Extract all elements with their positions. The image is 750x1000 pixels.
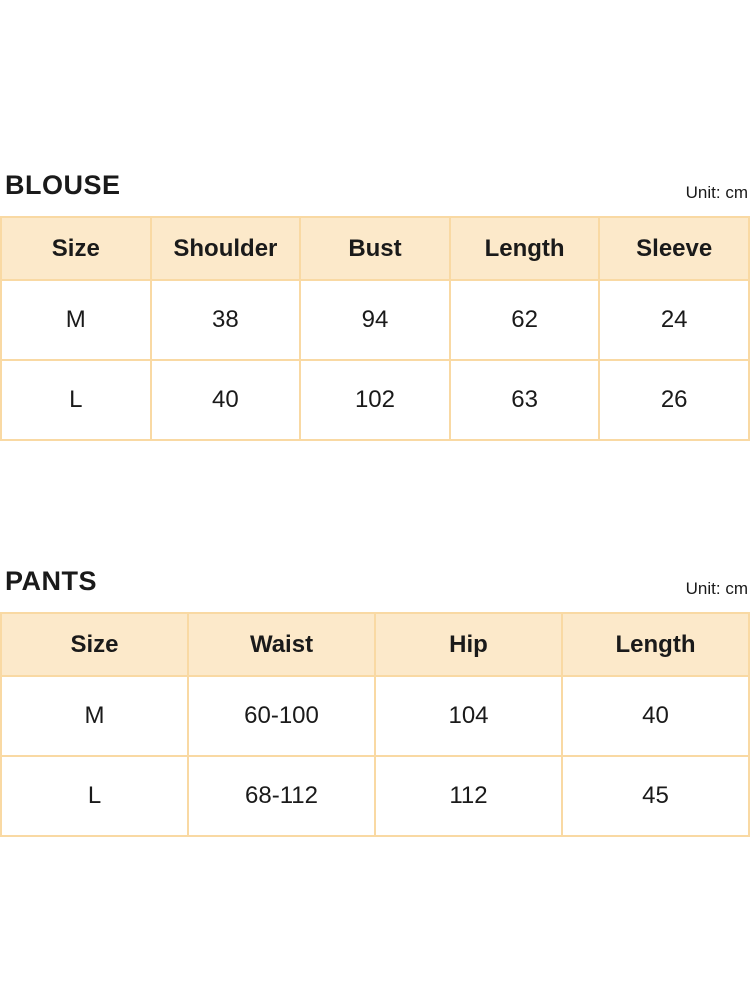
data-cell: M xyxy=(0,675,189,758)
header-cell: Hip xyxy=(374,612,563,678)
header-cell: Bust xyxy=(299,216,451,282)
header-cell: Waist xyxy=(187,612,376,678)
table-row: M 38 94 62 24 xyxy=(0,279,750,362)
data-cell: 94 xyxy=(299,279,451,362)
data-cell: 112 xyxy=(374,755,563,838)
data-cell: 45 xyxy=(561,755,750,838)
blouse-section-header: BLOUSE Unit: cm xyxy=(0,170,750,203)
header-cell: Size xyxy=(0,216,152,282)
header-cell: Size xyxy=(0,612,189,678)
data-cell: 24 xyxy=(598,279,750,362)
table-header-row: Size Waist Hip Length xyxy=(0,612,750,678)
pants-title: PANTS xyxy=(5,566,98,597)
pants-section-header: PANTS Unit: cm xyxy=(0,566,750,599)
data-cell: 102 xyxy=(299,359,451,442)
data-cell: 40 xyxy=(561,675,750,758)
data-cell: 62 xyxy=(448,279,601,362)
pants-section: PANTS Unit: cm Size Waist Hip Length M 6… xyxy=(0,566,750,838)
blouse-size-table: Size Shoulder Bust Length Sleeve M 38 94… xyxy=(0,216,750,442)
table-row: M 60-100 104 40 xyxy=(0,675,750,758)
data-cell: 38 xyxy=(149,279,302,362)
table-row: L 40 102 63 26 xyxy=(0,359,750,442)
data-cell: 104 xyxy=(374,675,563,758)
data-cell: 60-100 xyxy=(187,675,376,758)
data-cell: 68-112 xyxy=(187,755,376,838)
blouse-title: BLOUSE xyxy=(5,170,121,200)
table-header-row: Size Shoulder Bust Length Sleeve xyxy=(0,216,750,282)
blouse-section: BLOUSE Unit: cm Size Shoulder Bust Lengt… xyxy=(0,170,750,442)
table-row: L 68-112 112 45 xyxy=(0,755,750,838)
data-cell: L xyxy=(0,359,152,442)
blouse-unit-label: Unit: cm xyxy=(685,183,748,203)
header-cell: Length xyxy=(448,216,601,282)
data-cell: 26 xyxy=(598,359,750,442)
pants-size-table: Size Waist Hip Length M 60-100 104 40 L … xyxy=(0,612,750,838)
pants-unit-label: Unit: cm xyxy=(685,579,748,599)
data-cell: 40 xyxy=(149,359,302,442)
data-cell: M xyxy=(0,279,152,362)
header-cell: Shoulder xyxy=(149,216,302,282)
header-cell: Length xyxy=(561,612,750,678)
data-cell: 63 xyxy=(448,359,601,442)
header-cell: Sleeve xyxy=(598,216,750,282)
data-cell: L xyxy=(0,755,189,838)
